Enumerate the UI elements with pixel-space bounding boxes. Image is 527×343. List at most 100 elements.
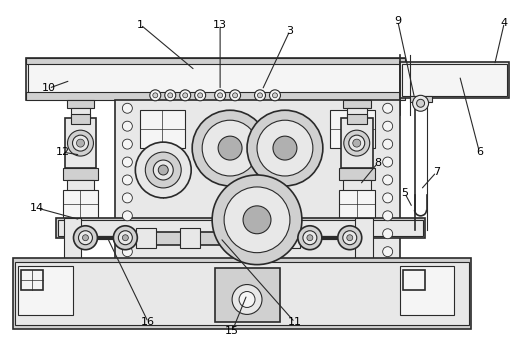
Circle shape	[122, 193, 132, 203]
Circle shape	[76, 139, 84, 147]
Circle shape	[214, 90, 226, 101]
Circle shape	[383, 175, 393, 185]
Bar	[26, 92, 405, 100]
Circle shape	[239, 292, 255, 307]
Bar	[355, 218, 373, 260]
Bar	[26, 58, 405, 100]
Circle shape	[153, 93, 158, 98]
Circle shape	[343, 231, 357, 245]
Bar	[330, 110, 375, 148]
Circle shape	[347, 235, 353, 241]
Bar	[250, 228, 270, 248]
Circle shape	[383, 247, 393, 257]
Circle shape	[257, 120, 313, 176]
Text: 10: 10	[42, 83, 55, 93]
Circle shape	[194, 90, 206, 101]
Circle shape	[218, 93, 222, 98]
Circle shape	[383, 193, 393, 203]
Circle shape	[73, 135, 89, 151]
Bar	[64, 218, 82, 260]
Circle shape	[83, 235, 89, 241]
Circle shape	[212, 175, 302, 264]
Text: 1: 1	[137, 20, 144, 29]
Circle shape	[79, 231, 92, 245]
Bar	[63, 190, 99, 218]
Text: 16: 16	[141, 317, 155, 327]
Bar	[140, 232, 295, 245]
Text: 7: 7	[433, 167, 440, 177]
Circle shape	[353, 139, 361, 147]
Bar	[115, 100, 399, 275]
Circle shape	[122, 175, 132, 185]
Text: 11: 11	[288, 317, 302, 327]
Circle shape	[122, 211, 132, 221]
Bar	[343, 180, 370, 200]
Circle shape	[135, 142, 191, 198]
Bar	[66, 100, 94, 108]
Circle shape	[247, 110, 323, 186]
Circle shape	[230, 90, 240, 101]
Circle shape	[344, 130, 370, 156]
Circle shape	[122, 229, 132, 239]
Bar	[64, 118, 96, 168]
Circle shape	[383, 211, 393, 221]
Text: 15: 15	[225, 326, 239, 336]
Circle shape	[122, 235, 129, 241]
Circle shape	[122, 103, 132, 113]
Circle shape	[303, 231, 317, 245]
Circle shape	[232, 93, 238, 98]
Circle shape	[413, 95, 428, 111]
Bar	[17, 265, 73, 316]
Text: 14: 14	[30, 203, 44, 213]
Circle shape	[255, 90, 266, 101]
Bar	[15, 262, 470, 326]
Circle shape	[383, 229, 393, 239]
Circle shape	[232, 285, 262, 315]
Bar	[341, 118, 373, 168]
Bar	[343, 100, 370, 108]
Circle shape	[192, 110, 268, 186]
Circle shape	[273, 136, 297, 160]
Circle shape	[198, 93, 203, 98]
Circle shape	[150, 90, 161, 101]
Bar	[57, 220, 423, 236]
Bar	[63, 168, 99, 180]
Circle shape	[165, 90, 175, 101]
Circle shape	[122, 139, 132, 149]
Bar	[140, 110, 185, 148]
Bar	[339, 190, 375, 218]
Bar	[402, 64, 508, 96]
Circle shape	[168, 93, 173, 98]
Circle shape	[122, 121, 132, 131]
Bar	[399, 62, 510, 98]
Bar	[215, 268, 280, 322]
Bar	[403, 270, 425, 289]
Circle shape	[349, 135, 365, 151]
Bar	[347, 108, 367, 153]
Circle shape	[218, 136, 242, 160]
Circle shape	[338, 226, 362, 250]
Circle shape	[183, 93, 188, 98]
Circle shape	[153, 160, 173, 180]
Text: 5: 5	[401, 188, 408, 198]
Circle shape	[67, 130, 93, 156]
Circle shape	[113, 226, 138, 250]
Text: 12: 12	[55, 147, 70, 157]
Bar	[399, 265, 454, 316]
Text: 6: 6	[476, 147, 483, 157]
Circle shape	[298, 226, 322, 250]
Circle shape	[119, 231, 132, 245]
Circle shape	[122, 157, 132, 167]
Circle shape	[158, 165, 168, 175]
Circle shape	[122, 247, 132, 257]
Bar	[339, 168, 375, 180]
Circle shape	[269, 90, 280, 101]
Circle shape	[383, 139, 393, 149]
Circle shape	[180, 90, 191, 101]
Bar	[27, 62, 403, 96]
Circle shape	[202, 120, 258, 176]
Circle shape	[272, 93, 277, 98]
Bar	[66, 180, 94, 200]
Text: 4: 4	[501, 17, 508, 27]
Bar	[136, 228, 157, 248]
